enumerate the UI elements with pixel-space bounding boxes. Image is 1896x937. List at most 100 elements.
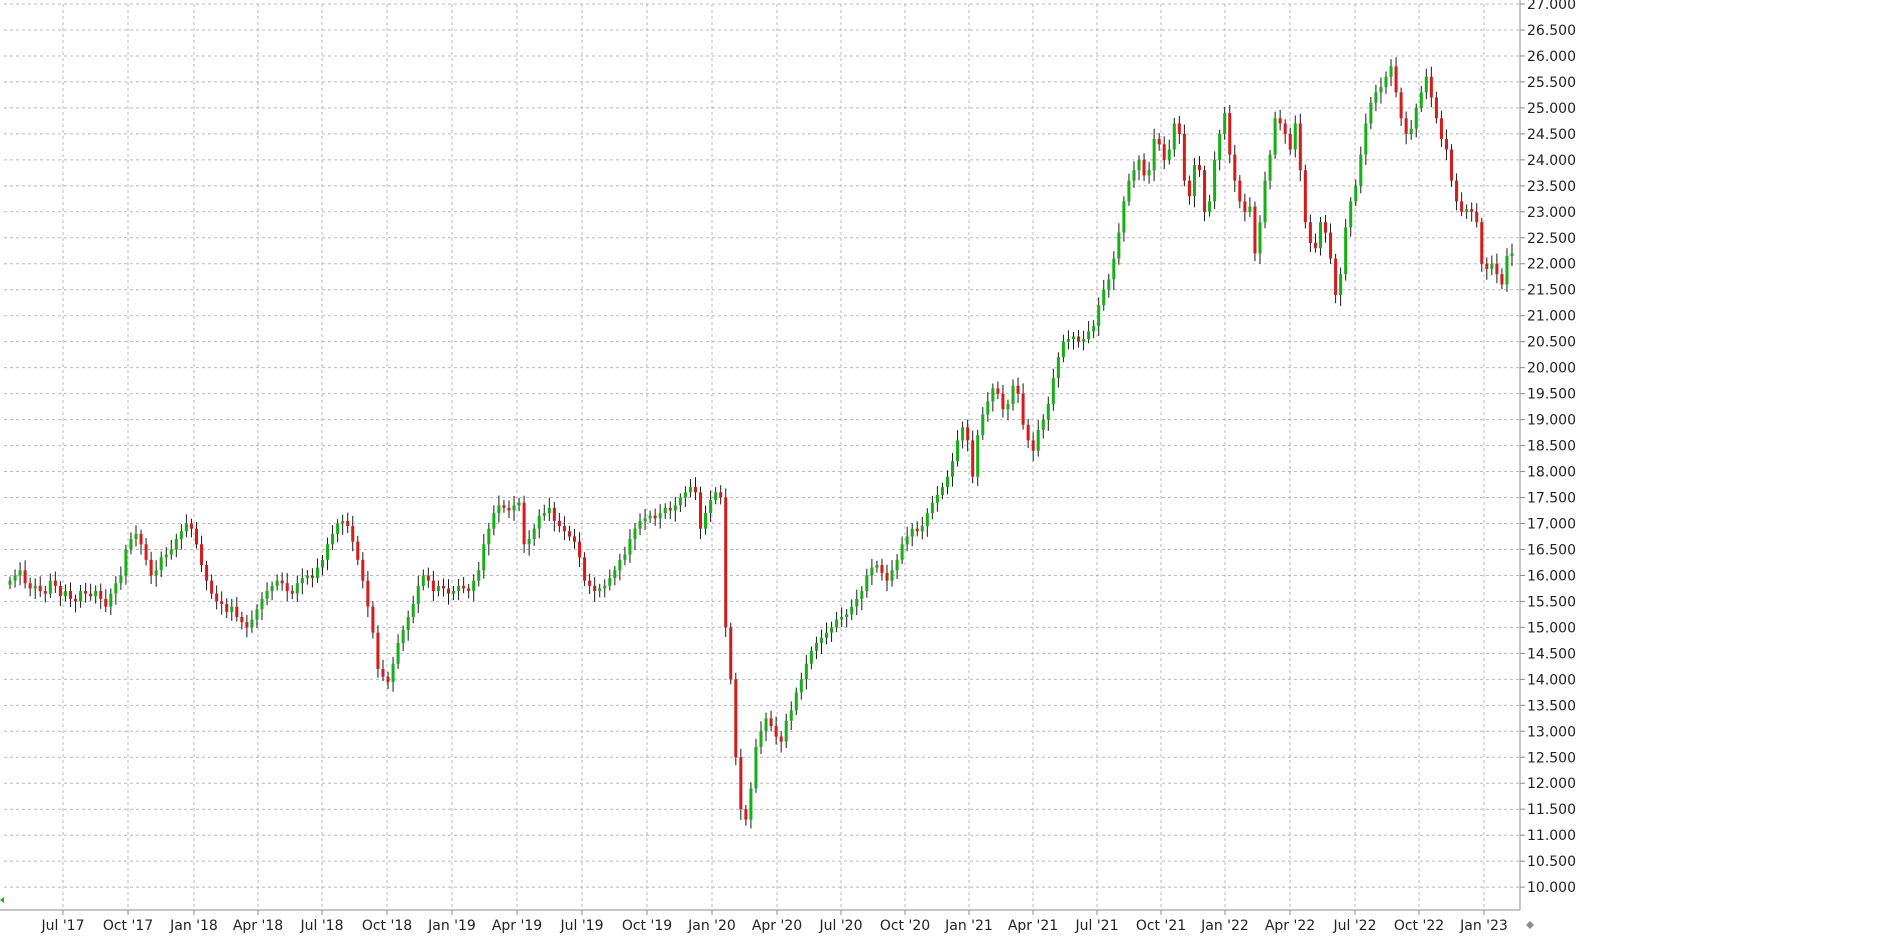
candle-body bbox=[966, 427, 970, 441]
candle-body bbox=[1036, 429, 1040, 451]
candle-body bbox=[1132, 170, 1136, 181]
candle-body bbox=[1051, 378, 1055, 405]
candle-body bbox=[1122, 201, 1126, 233]
candle-body bbox=[693, 487, 697, 493]
candle-body bbox=[905, 536, 909, 545]
candle-body bbox=[749, 788, 753, 820]
candle-body bbox=[517, 502, 521, 506]
candle-body bbox=[74, 598, 78, 602]
candle-body bbox=[1399, 92, 1403, 119]
x-tick-label: Jul '19 bbox=[559, 918, 603, 933]
candle-body bbox=[1203, 170, 1207, 212]
candle-body bbox=[608, 578, 612, 586]
candle-body bbox=[215, 593, 219, 602]
candle-body bbox=[794, 692, 798, 711]
candle-body bbox=[850, 606, 854, 615]
candle-body bbox=[457, 585, 461, 592]
candle-body bbox=[1313, 242, 1317, 249]
candle-body bbox=[961, 427, 965, 441]
candle-body bbox=[1374, 92, 1378, 103]
candle-body bbox=[784, 720, 788, 742]
y-tick-label: 15.500 bbox=[1527, 594, 1576, 610]
y-tick-label: 12.500 bbox=[1527, 750, 1576, 766]
y-tick-label: 21.500 bbox=[1527, 283, 1576, 299]
candle-body bbox=[1127, 180, 1131, 202]
candle-body bbox=[1071, 336, 1076, 340]
candle-body bbox=[164, 554, 168, 558]
x-tick-label: Jul '20 bbox=[818, 918, 862, 933]
candle-body bbox=[79, 591, 83, 602]
candle-body bbox=[734, 679, 738, 758]
candle-body bbox=[33, 585, 37, 589]
candle-body bbox=[1208, 201, 1212, 212]
candle-body bbox=[819, 637, 823, 643]
candle-body bbox=[1182, 133, 1186, 181]
candle-body bbox=[1162, 144, 1166, 160]
candle-body bbox=[174, 539, 178, 550]
candle-body bbox=[971, 440, 975, 477]
candle-body bbox=[487, 528, 491, 545]
y-tick-label: 19.000 bbox=[1527, 413, 1576, 429]
candle-body bbox=[376, 632, 380, 669]
candle-body bbox=[1505, 255, 1509, 285]
candle-body bbox=[1429, 76, 1433, 98]
candle-body bbox=[205, 565, 209, 581]
x-tick-label: Apr '22 bbox=[1265, 918, 1315, 933]
candle-body bbox=[744, 809, 748, 820]
candle-body bbox=[1082, 339, 1086, 342]
y-tick-label: 22.500 bbox=[1527, 231, 1576, 247]
candle-body bbox=[583, 557, 587, 581]
candle-body bbox=[578, 541, 582, 558]
y-tick-label: 11.000 bbox=[1527, 828, 1576, 844]
candle-body bbox=[729, 627, 733, 680]
candle-body bbox=[1389, 66, 1393, 77]
y-tick-label: 21.000 bbox=[1527, 309, 1576, 325]
candle-body bbox=[1298, 123, 1302, 171]
candle-body bbox=[1087, 331, 1091, 340]
x-tick-label: Jan '19 bbox=[427, 918, 476, 933]
axis-corner-icon bbox=[1526, 921, 1534, 929]
candle-body bbox=[860, 591, 864, 599]
candle-body bbox=[159, 557, 163, 571]
candle-body bbox=[446, 588, 451, 594]
candle-body bbox=[381, 668, 385, 677]
candle-body bbox=[532, 528, 536, 540]
y-tick-label: 25.000 bbox=[1527, 101, 1576, 117]
candle-body bbox=[1409, 128, 1413, 134]
candle-body bbox=[754, 746, 758, 789]
candle-body bbox=[956, 440, 960, 462]
candle-body bbox=[1026, 424, 1030, 441]
candle-body bbox=[220, 601, 224, 605]
candle-body bbox=[310, 575, 314, 579]
candle-body bbox=[1379, 87, 1383, 93]
candle-body bbox=[1424, 76, 1428, 93]
candle-body bbox=[1318, 222, 1322, 249]
candle-body bbox=[1253, 206, 1257, 254]
candle-body bbox=[1293, 123, 1297, 150]
y-tick-label: 12.000 bbox=[1527, 776, 1576, 792]
candle-body bbox=[1112, 258, 1116, 280]
candle-body bbox=[366, 580, 370, 607]
candle-body bbox=[880, 565, 884, 573]
candle-body bbox=[53, 580, 57, 586]
candle-body bbox=[149, 559, 153, 576]
candle-body bbox=[1450, 149, 1454, 181]
y-tick-label: 25.500 bbox=[1527, 75, 1576, 91]
candle-body bbox=[346, 520, 350, 527]
candle-body bbox=[1339, 274, 1343, 295]
candle-body bbox=[63, 591, 67, 597]
candle-body bbox=[109, 593, 113, 607]
candle-body bbox=[1490, 263, 1494, 269]
x-tick-label: Oct '22 bbox=[1394, 918, 1444, 933]
y-tick-label: 13.000 bbox=[1527, 724, 1576, 740]
candle-body bbox=[189, 523, 193, 529]
candle-body bbox=[1066, 339, 1070, 342]
candle-body bbox=[1056, 357, 1060, 379]
candle-body bbox=[1485, 263, 1489, 269]
candle-body bbox=[1394, 66, 1398, 93]
candle-body bbox=[910, 528, 914, 537]
candle-body bbox=[552, 507, 556, 521]
candle-body bbox=[1495, 263, 1499, 275]
candle-body bbox=[341, 520, 345, 524]
candle-body bbox=[38, 585, 42, 592]
